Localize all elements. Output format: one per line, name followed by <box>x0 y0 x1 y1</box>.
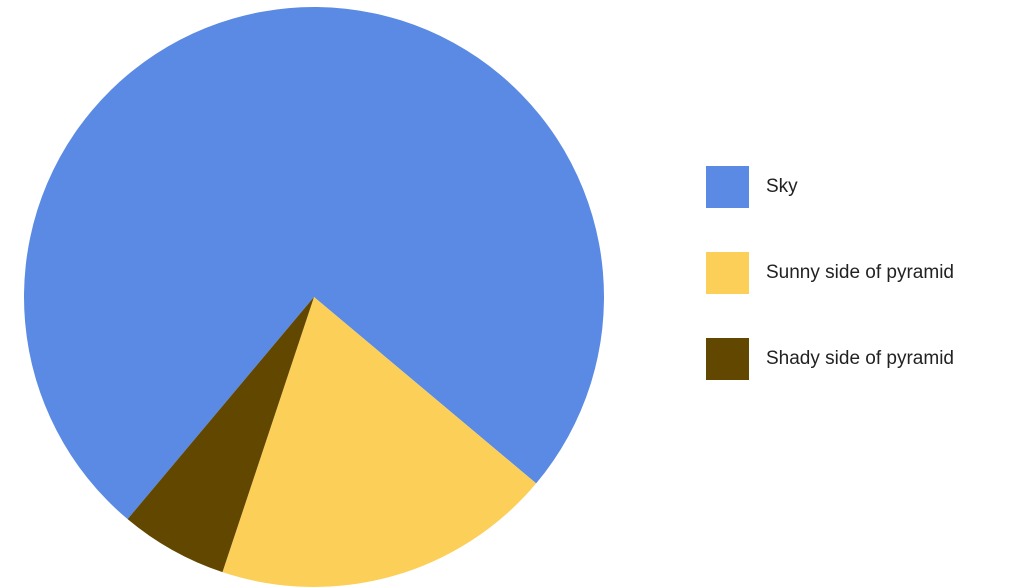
legend-item-shady-side: Shady side of pyramid <box>706 338 1026 380</box>
pie-slice-shady-side <box>127 297 314 573</box>
legend-swatch-sky <box>706 166 749 208</box>
pie-slice-sunny-side <box>222 297 537 587</box>
legend-label-sunny-side: Sunny side of pyramid <box>766 262 954 283</box>
pie-slice-sky <box>23 6 604 520</box>
legend-item-sunny-side: Sunny side of pyramid <box>706 252 1026 294</box>
chart-legend: Sky Sunny side of pyramid Shady side of … <box>706 166 1026 424</box>
legend-item-sky: Sky <box>706 166 1026 208</box>
legend-swatch-sunny-side <box>706 252 749 294</box>
legend-label-sky: Sky <box>766 176 798 197</box>
legend-label-shady-side: Shady side of pyramid <box>766 348 954 369</box>
legend-swatch-shady-side <box>706 338 749 380</box>
